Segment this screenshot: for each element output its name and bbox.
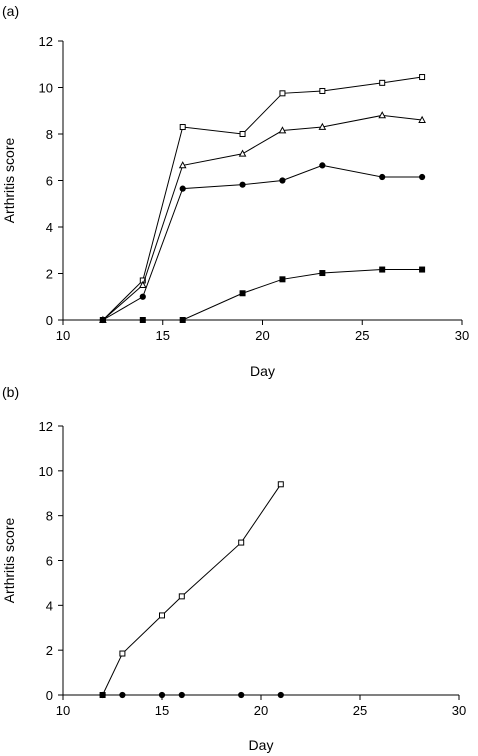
x-tick-label: 20 (254, 703, 268, 718)
x-tick-label: 25 (353, 703, 367, 718)
x-tick-label: 25 (355, 328, 369, 343)
data-point-open-square (279, 90, 286, 97)
y-tick-label: 0 (46, 688, 53, 703)
data-point-open-triangle (378, 111, 387, 119)
y-axis-label: Arthritis score (1, 518, 17, 604)
data-point-filled-circle (419, 173, 426, 181)
y-tick-label: 4 (46, 220, 53, 235)
data-point-filled-square (139, 317, 146, 323)
data-point-open-square (277, 481, 284, 488)
x-tick-label: 10 (56, 703, 70, 718)
y-tick-label: 2 (46, 643, 53, 658)
data-point-filled-square (99, 317, 106, 323)
data-point-open-triangle (418, 115, 426, 123)
y-tick-label: 6 (46, 554, 53, 569)
x-tick-label: 10 (56, 328, 70, 343)
panel-label: (b) (2, 384, 19, 400)
data-point-filled-circle (279, 177, 286, 184)
series-line-filled-circle (102, 164, 423, 321)
x-tick-label: 20 (255, 328, 269, 343)
series-line-open-triangle (102, 114, 423, 321)
y-tick-label: 0 (46, 313, 53, 328)
data-point-open-square (179, 124, 186, 131)
data-point-filled-circle (178, 691, 185, 699)
data-point-filled-circle (277, 691, 284, 699)
x-tick-label: 30 (455, 328, 469, 343)
data-point-filled-square (239, 290, 246, 297)
x-tick-label: 30 (452, 703, 466, 718)
x-axis-label: Day (249, 737, 274, 753)
data-point-open-square (119, 650, 126, 657)
panel-a: (a) 10 15 20 25 30 0 2 4 6 8 10 12 Day Arthritis score (1, 3, 469, 379)
data-point-open-square (178, 593, 185, 600)
data-point-filled-circle (139, 293, 146, 300)
data-point-open-square (379, 79, 386, 86)
x-tick-label: 15 (156, 328, 170, 343)
data-point-filled-square (279, 276, 286, 283)
series-line-open-square (102, 76, 423, 321)
series-line-open-square (102, 484, 282, 696)
panel-label: (a) (2, 3, 19, 19)
data-point-filled-square (179, 317, 186, 323)
data-point-open-square (159, 612, 165, 619)
data-point-filled-square (419, 266, 426, 273)
data-point-filled-circle (319, 162, 326, 169)
x-axis-label: Day (250, 363, 275, 379)
data-point-open-square (419, 74, 426, 81)
y-tick-label: 6 (46, 174, 53, 189)
data-point-open-triangle (238, 149, 247, 157)
series-line-filled-square (102, 269, 423, 321)
data-point-filled-circle (99, 691, 106, 699)
x-tick-label: 15 (155, 703, 169, 718)
y-tick-label: 10 (39, 464, 53, 479)
y-tick-label: 12 (39, 34, 53, 49)
data-point-open-square (319, 87, 326, 94)
y-tick-label: 2 (46, 267, 53, 282)
data-point-open-square (239, 131, 246, 137)
y-tick-label: 4 (46, 598, 53, 613)
y-tick-label: 8 (46, 127, 53, 142)
data-point-filled-square (379, 266, 386, 273)
y-tick-label: 10 (39, 81, 53, 96)
data-point-open-triangle (138, 280, 147, 289)
data-point-filled-circle (119, 691, 126, 699)
data-point-open-triangle (278, 126, 287, 134)
y-tick-label: 12 (39, 419, 53, 434)
data-point-filled-circle (379, 173, 386, 181)
data-point-open-triangle (318, 122, 327, 130)
data-point-filled-circle (158, 691, 166, 699)
y-axis-label: Arthritis score (1, 138, 17, 224)
data-point-open-triangle (178, 161, 187, 169)
data-point-filled-circle (238, 691, 245, 699)
panel-b: (b) 10 15 20 25 30 0 2 4 6 8 10 12 Day Arthritis score (1, 384, 466, 753)
data-point-open-square (238, 539, 245, 546)
data-point-filled-circle (179, 185, 186, 192)
data-point-filled-square (319, 270, 326, 277)
y-tick-label: 8 (46, 509, 53, 524)
data-point-filled-circle (239, 181, 246, 188)
